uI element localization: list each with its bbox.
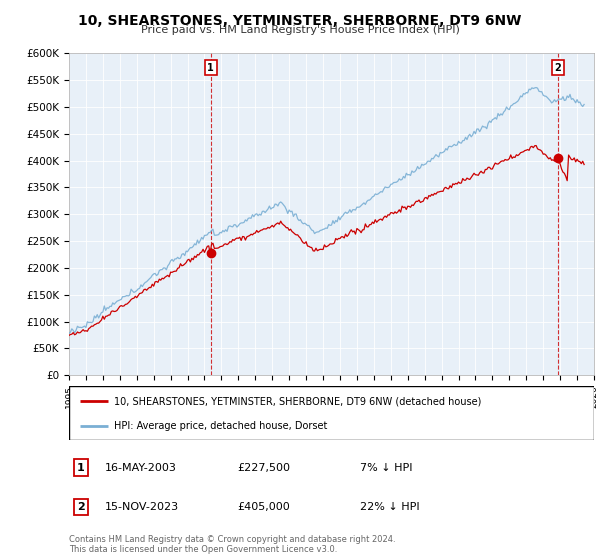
Text: This data is licensed under the Open Government Licence v3.0.: This data is licensed under the Open Gov… — [69, 545, 337, 554]
Text: Price paid vs. HM Land Registry's House Price Index (HPI): Price paid vs. HM Land Registry's House … — [140, 25, 460, 35]
Text: £227,500: £227,500 — [237, 463, 290, 473]
Text: 7% ↓ HPI: 7% ↓ HPI — [360, 463, 413, 473]
Text: 22% ↓ HPI: 22% ↓ HPI — [360, 502, 419, 512]
Text: 1: 1 — [77, 463, 85, 473]
Text: £405,000: £405,000 — [237, 502, 290, 512]
Text: 2: 2 — [554, 63, 562, 73]
Text: 10, SHEARSTONES, YETMINSTER, SHERBORNE, DT9 6NW: 10, SHEARSTONES, YETMINSTER, SHERBORNE, … — [79, 14, 521, 28]
Text: 10, SHEARSTONES, YETMINSTER, SHERBORNE, DT9 6NW (detached house): 10, SHEARSTONES, YETMINSTER, SHERBORNE, … — [113, 396, 481, 407]
Text: 16-MAY-2003: 16-MAY-2003 — [105, 463, 177, 473]
Text: HPI: Average price, detached house, Dorset: HPI: Average price, detached house, Dors… — [113, 421, 327, 431]
Text: 2: 2 — [77, 502, 85, 512]
Text: Contains HM Land Registry data © Crown copyright and database right 2024.: Contains HM Land Registry data © Crown c… — [69, 535, 395, 544]
Text: 1: 1 — [208, 63, 214, 73]
Text: 15-NOV-2023: 15-NOV-2023 — [105, 502, 179, 512]
